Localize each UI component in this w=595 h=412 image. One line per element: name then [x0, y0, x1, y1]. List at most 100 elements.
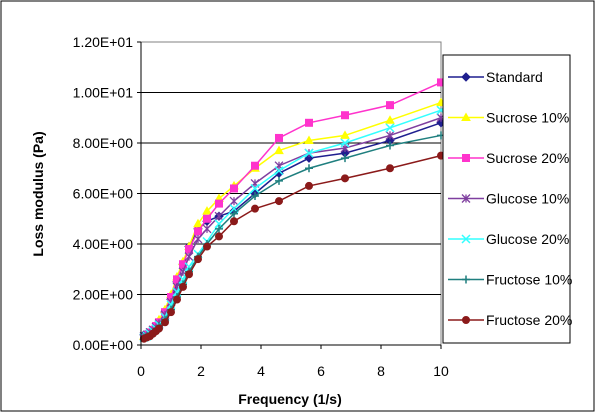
- legend-label: Sucrose 20%: [486, 150, 569, 166]
- series-group: [139, 78, 446, 343]
- legend: Standard Sucrose 10% Sucrose 20% Glucose 10…: [442, 54, 572, 344]
- x-marker-shape: [250, 183, 260, 193]
- y-tick-label: 4.00E+00: [73, 236, 134, 252]
- data-point: [341, 174, 349, 183]
- x-tick-label: 0: [137, 363, 145, 379]
- diamond-marker-shape: [461, 72, 471, 82]
- x-marker-shape: [461, 234, 471, 244]
- asterisk-marker-shape: [214, 211, 224, 221]
- legend-item: Glucose 20%: [448, 231, 569, 247]
- data-point: [385, 123, 395, 133]
- asterisk-marker-shape: [461, 194, 471, 203]
- data-point: [214, 211, 224, 221]
- data-point: [274, 166, 284, 176]
- data-point: [305, 181, 313, 190]
- legend-item: Standard: [448, 69, 543, 85]
- circle-marker-shape: [230, 217, 238, 226]
- circle-marker-shape: [251, 204, 259, 213]
- circle-marker-shape: [341, 174, 349, 183]
- circle-marker-shape: [215, 232, 223, 241]
- data-point: [340, 138, 350, 148]
- x-marker-shape: [385, 123, 395, 133]
- x-marker-shape: [274, 166, 284, 176]
- legend-label: Sucrose 10%: [486, 110, 569, 126]
- legend-marker: [462, 316, 470, 324]
- legend-item: Glucose 10%: [448, 191, 569, 207]
- circle-marker-shape: [386, 164, 394, 173]
- asterisk-marker-shape: [385, 130, 395, 140]
- x-tick-label: 6: [317, 363, 325, 379]
- asterisk-marker-shape: [202, 224, 212, 234]
- series-7: [140, 151, 445, 343]
- legend-item: Fructose 20%: [448, 312, 572, 328]
- asterisk-marker-shape: [193, 234, 203, 244]
- legend-marker: [461, 234, 471, 244]
- data-point: [215, 199, 223, 208]
- data-point: [275, 176, 283, 185]
- circle-marker-shape: [194, 255, 202, 264]
- data-point: [229, 196, 239, 206]
- data-point: [161, 318, 169, 327]
- plus-marker-shape: [275, 176, 283, 185]
- plus-marker-shape: [230, 209, 238, 218]
- data-point: [155, 324, 163, 333]
- data-point: [194, 255, 202, 264]
- data-point: [250, 183, 260, 193]
- data-point: [203, 214, 211, 223]
- circle-marker-shape: [185, 270, 193, 279]
- legend-label: Glucose 10%: [486, 191, 569, 207]
- plus-marker-shape: [251, 192, 259, 201]
- data-point: [386, 101, 394, 110]
- triangle-marker-shape: [193, 218, 203, 228]
- legend-item: Sucrose 10%: [448, 110, 569, 126]
- asterisk-marker-shape: [229, 196, 239, 206]
- x-tick-label: 4: [257, 363, 265, 379]
- data-point: [385, 130, 395, 140]
- circle-marker-shape: [173, 295, 181, 304]
- data-point: [305, 164, 313, 173]
- plus-marker-shape: [215, 224, 223, 233]
- square-marker-shape: [230, 184, 238, 193]
- data-point: [215, 232, 223, 241]
- data-point: [185, 270, 193, 279]
- circle-marker-shape: [161, 318, 169, 327]
- y-tick-label: 8.00E+00: [73, 135, 134, 151]
- data-point: [251, 161, 259, 170]
- data-point: [230, 184, 238, 193]
- data-point: [385, 115, 395, 124]
- data-point: [251, 192, 259, 201]
- circle-marker-shape: [275, 197, 283, 206]
- data-point: [203, 242, 211, 251]
- y-tick-label: 2.00E+00: [73, 287, 134, 303]
- data-point: [251, 204, 259, 213]
- circle-marker-shape: [462, 316, 470, 324]
- circle-marker-shape: [203, 242, 211, 251]
- data-point: [215, 224, 223, 233]
- plus-marker-shape: [341, 154, 349, 163]
- data-point: [305, 118, 313, 127]
- data-point: [341, 111, 349, 120]
- data-point: [193, 234, 203, 244]
- square-marker-shape: [215, 199, 223, 208]
- square-marker-shape: [275, 133, 283, 142]
- data-point: [202, 224, 212, 234]
- legend-label: Glucose 20%: [486, 231, 569, 247]
- square-marker-shape: [341, 111, 349, 120]
- data-point: [194, 227, 202, 236]
- axes-group: 0.00E+00 2.00E+00 4.00E+00 6.00E+00 8.00E+00…: [73, 34, 449, 379]
- data-point: [184, 252, 194, 262]
- data-point: [386, 164, 394, 173]
- asterisk-marker-shape: [184, 252, 194, 262]
- data-point: [230, 217, 238, 226]
- x-tick-label: 2: [197, 363, 205, 379]
- legend-item: Sucrose 20%: [448, 150, 569, 166]
- x-marker-shape: [304, 148, 314, 158]
- x-axis-title: Frequency (1/s): [238, 391, 341, 407]
- legend-marker: [461, 72, 471, 82]
- y-tick-label: 1.00E+01: [73, 85, 134, 101]
- square-marker-shape: [203, 214, 211, 223]
- circle-marker-shape: [167, 308, 175, 317]
- x-marker-shape: [340, 138, 350, 148]
